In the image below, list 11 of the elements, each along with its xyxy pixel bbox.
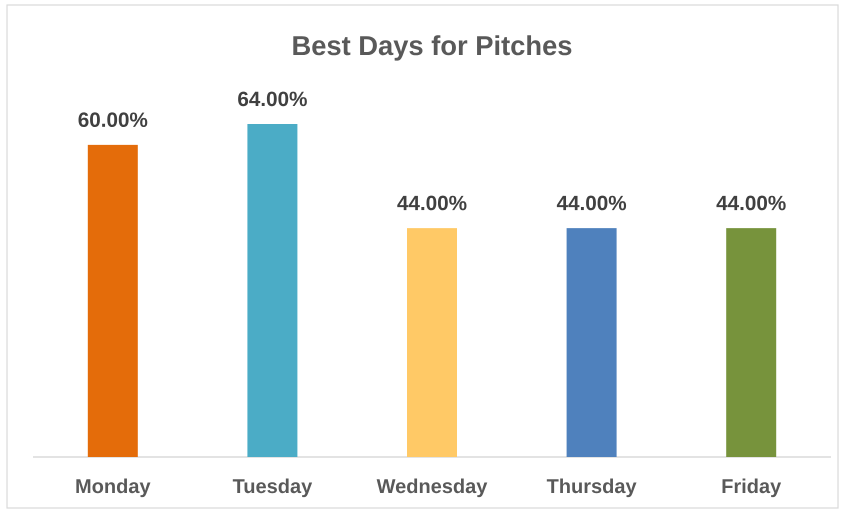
x-tick-label: Friday [722, 478, 782, 498]
data-label: 64.00% [238, 92, 307, 106]
x-tick-label: Wednesday [376, 478, 488, 498]
data-label: 44.00% [397, 196, 466, 210]
data-label: 44.00% [556, 196, 626, 210]
data-label: 60.00% [78, 112, 148, 128]
x-tick-label: Tuesday [232, 478, 312, 498]
x-tick-label: Thursday [546, 478, 637, 498]
chart-title: Best Days for Pitches [293, 35, 572, 61]
data-label: 44.00% [716, 196, 786, 210]
x-tick-label: Monday [76, 478, 150, 498]
